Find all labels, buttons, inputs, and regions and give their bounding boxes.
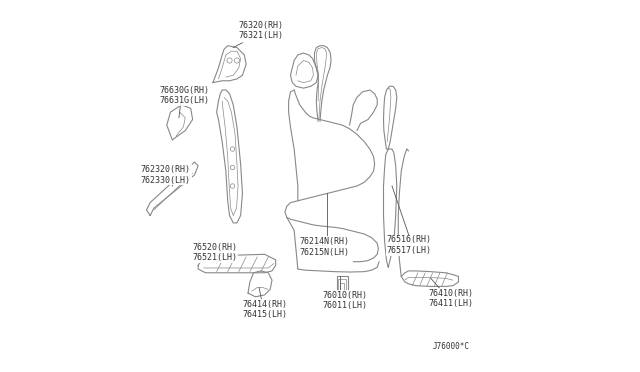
Text: 76214N(RH)
76215N(LH): 76214N(RH) 76215N(LH) xyxy=(300,237,349,257)
Text: 76630G(RH)
76631G(LH): 76630G(RH) 76631G(LH) xyxy=(159,86,209,105)
Text: 76410(RH)
76411(LH): 76410(RH) 76411(LH) xyxy=(429,289,474,308)
Text: 76414(RH)
76415(LH): 76414(RH) 76415(LH) xyxy=(243,300,287,320)
Text: 76516(RH)
76517(LH): 76516(RH) 76517(LH) xyxy=(387,235,431,255)
Text: 762320(RH)
762330(LH): 762320(RH) 762330(LH) xyxy=(141,165,191,185)
Text: 76520(RH)
76521(LH): 76520(RH) 76521(LH) xyxy=(193,243,237,262)
Text: 76320(RH)
76321(LH): 76320(RH) 76321(LH) xyxy=(238,21,283,40)
Text: J76000*C: J76000*C xyxy=(433,342,470,351)
Text: 76010(RH)
76011(LH): 76010(RH) 76011(LH) xyxy=(323,291,368,310)
Bar xyxy=(340,283,344,291)
